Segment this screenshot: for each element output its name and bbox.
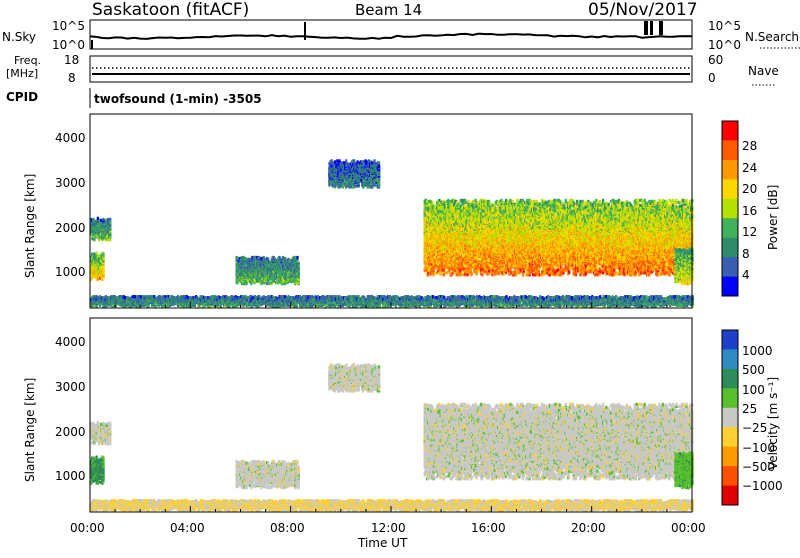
- power-cell: [97, 217, 99, 220]
- power-cell: [434, 272, 436, 275]
- freq-tick-high: 18: [64, 53, 79, 67]
- nsky-late-spikes: [644, 21, 663, 35]
- date-title: 05/Nov/2017: [588, 0, 698, 20]
- power-cell: [296, 256, 298, 259]
- power-cell: [357, 160, 359, 163]
- power-cell: [109, 218, 111, 221]
- power-cell: [102, 253, 104, 256]
- power-cell: [266, 282, 268, 285]
- station-title: Saskatoon (fitACF): [92, 0, 249, 20]
- nsearch-tick-high: 10^5: [708, 19, 741, 33]
- power-cell: [298, 265, 300, 268]
- power-cell: [109, 238, 111, 241]
- power-cell: [99, 277, 101, 280]
- beam-title: Beam 14: [355, 1, 422, 19]
- nsearch-label: N.Search: [745, 30, 799, 44]
- power-cell: [353, 159, 355, 162]
- nsky-tick-high: 10^5: [52, 19, 85, 33]
- power-cell: [345, 159, 347, 162]
- nsky-label: N.Sky: [2, 30, 36, 44]
- power-cell: [371, 185, 373, 188]
- power-heatmap: [90, 159, 694, 308]
- power-cell: [433, 269, 435, 272]
- power-cell: [378, 164, 380, 167]
- freq-label: Freq.: [14, 54, 41, 67]
- power-cell: [336, 159, 338, 162]
- power-cell: [93, 253, 95, 256]
- power-cell: [102, 256, 104, 259]
- freq-tick-low: 8: [68, 71, 76, 85]
- power-cell: [432, 202, 434, 205]
- power-cell: [100, 219, 102, 222]
- power-cell: [267, 258, 269, 261]
- nave-label: Nave: [748, 64, 779, 78]
- power-cell: [107, 218, 109, 221]
- power-cell: [339, 159, 341, 162]
- power-cell: [284, 257, 286, 260]
- power-cell: [378, 161, 380, 164]
- cpid-label: CPID: [6, 90, 38, 104]
- power-cell: [250, 282, 252, 285]
- power-cell: [354, 184, 356, 187]
- nave-tick-high: 60: [708, 53, 723, 67]
- power-cell: [434, 205, 436, 208]
- power-cell: [256, 279, 258, 282]
- freq-panel: [90, 56, 692, 82]
- nsearch-tick-low: 10^0: [708, 38, 741, 52]
- power-cell: [368, 159, 370, 162]
- power-cell: [258, 256, 260, 259]
- freq-unit: [MHz]: [6, 67, 38, 80]
- power-cell: [371, 161, 373, 164]
- power-cell: [298, 262, 300, 265]
- power-cell: [427, 273, 429, 276]
- power-cell: [254, 279, 256, 282]
- power-cell: [242, 256, 244, 259]
- power-cell: [342, 184, 344, 187]
- nave-tick-low: 0: [708, 71, 716, 85]
- nsky-panel: [90, 20, 692, 49]
- power-cell: [373, 159, 375, 162]
- power-cell: [268, 282, 270, 285]
- power-cell: [92, 218, 94, 221]
- power-cell: [96, 252, 98, 255]
- power-cell: [109, 221, 111, 224]
- nsky-tick-low: 10^0: [52, 38, 85, 52]
- cpid-value: twofsound (1-min) -3505: [94, 92, 262, 106]
- power-cell: [427, 204, 429, 207]
- nsky-trace: [90, 34, 692, 39]
